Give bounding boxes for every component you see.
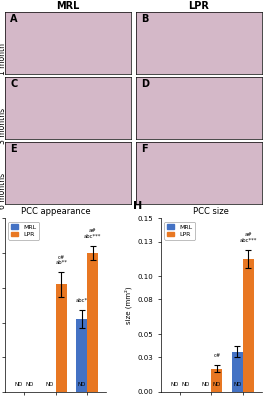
Bar [232,352,243,392]
Legend: MRL, LPR: MRL, LPR [164,222,195,240]
Title: PCC size: PCC size [194,207,229,216]
Text: ND: ND [213,382,221,387]
Text: ND: ND [181,382,190,387]
Text: ND: ND [25,382,34,387]
Title: MRL: MRL [57,1,80,11]
Text: a#
abc***: a# abc*** [84,228,101,239]
Text: ND: ND [77,382,86,387]
Text: abc*: abc* [76,298,88,304]
Text: ND: ND [202,382,210,387]
Text: c#
ab**: c# ab** [55,254,67,265]
Bar [87,253,98,392]
Y-axis label: 3 months: 3 months [0,108,7,144]
Text: ND: ND [14,382,23,387]
Text: A: A [10,14,18,24]
Text: ND: ND [46,382,54,387]
Bar [243,259,254,392]
Legend: MRL, LPR: MRL, LPR [9,222,39,240]
Text: E: E [10,144,17,154]
Text: ND: ND [233,382,242,387]
Title: LPR: LPR [189,1,209,11]
Bar [76,319,87,392]
Text: B: B [141,14,148,24]
Text: a#
abc***: a# abc*** [239,232,257,243]
Text: C: C [10,79,18,89]
Bar [211,369,222,392]
Y-axis label: size (mm²): size (mm²) [125,286,132,324]
Y-axis label: 1 month: 1 month [0,43,7,75]
Bar [56,284,66,392]
Text: D: D [141,79,149,89]
Y-axis label: 6 months: 6 months [0,173,7,209]
Text: c#: c# [213,354,221,358]
Text: H: H [133,201,142,211]
Text: ND: ND [170,382,179,387]
Text: F: F [141,144,148,154]
Title: PCC appearance: PCC appearance [21,207,91,216]
